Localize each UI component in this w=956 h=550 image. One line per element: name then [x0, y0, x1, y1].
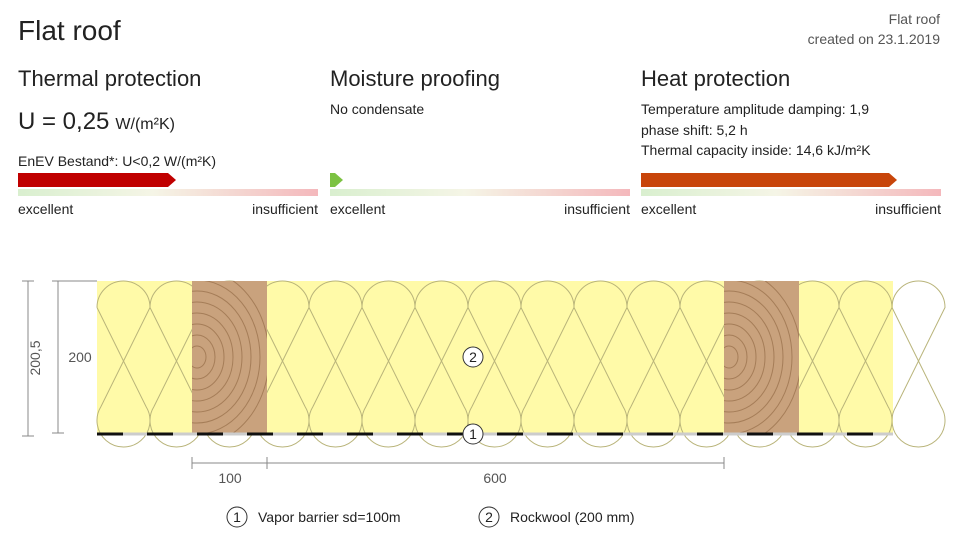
cross-section: [96, 280, 946, 448]
panel-line: Thermal capacity inside: 14,6 kJ/m²K: [641, 142, 871, 158]
dim-beam: 100: [218, 470, 242, 486]
dimension-lines: [22, 280, 725, 469]
panel-line: Temperature amplitude damping: 1,9: [641, 101, 869, 117]
wood-grain: [724, 290, 784, 424]
rating-arrow: [641, 173, 897, 187]
timber-beam: [192, 281, 267, 433]
wood-grain: [192, 301, 243, 413]
wood-grain: [192, 334, 216, 380]
legend-marker: [226, 506, 248, 528]
callout-number: 2: [469, 349, 477, 365]
wood-grain: [192, 345, 207, 369]
scale-high: insufficient: [252, 201, 318, 217]
created: created on 23.1.2019: [808, 31, 941, 47]
meta-title: Flat roof: [889, 11, 940, 27]
callout: [462, 346, 484, 368]
panel-title: Thermal protection: [18, 66, 201, 91]
wood-grain: [724, 301, 775, 413]
rating-arrow: [18, 173, 176, 187]
wood-grain: [724, 312, 766, 402]
dim-insulation: 200: [68, 349, 92, 365]
panel-title: Heat protection: [641, 66, 790, 91]
wood-grain: [724, 323, 757, 391]
wood-grain: [724, 345, 739, 369]
wood-grain: [192, 312, 234, 402]
legend-number: 1: [233, 509, 241, 525]
wood-grain: [736, 281, 793, 433]
scale-low: excellent: [641, 201, 696, 217]
rating-strip: [641, 189, 941, 196]
title: Flat roof: [18, 15, 121, 46]
rating-strip: [330, 189, 630, 196]
dim-spacing: 600: [483, 470, 507, 486]
wood-grain: [724, 334, 748, 380]
scale-high: insufficient: [875, 201, 941, 217]
scale-low: excellent: [18, 201, 73, 217]
dim-total: 200,5: [27, 340, 43, 375]
wood-grain: [192, 323, 225, 391]
u-value: U = 0,25 W/(m²K): [18, 108, 175, 135]
legend-marker: [478, 506, 500, 528]
rating-strip: [18, 189, 318, 196]
rating-arrow: [330, 173, 343, 187]
insulation-loop: [891, 280, 946, 448]
callout-number: 1: [469, 426, 477, 442]
value: U = 0,25: [18, 108, 109, 135]
panel-line: No condensate: [330, 101, 424, 117]
note: EnEV Bestand*: U<0,2 W/(m²K): [18, 153, 216, 169]
wood-grain: [192, 290, 252, 424]
scale-low: excellent: [330, 201, 385, 217]
legend-label: Vapor barrier sd=100m: [258, 509, 401, 525]
legend-number: 2: [485, 509, 493, 525]
unit: W/(m²K): [115, 116, 175, 133]
wood-grain: [204, 281, 261, 433]
scale-high: insufficient: [564, 201, 630, 217]
panel-line: phase shift: 5,2 h: [641, 122, 748, 138]
legend-label: Rockwool (200 mm): [510, 509, 634, 525]
panel-title: Moisture proofing: [330, 66, 500, 91]
callout: [462, 423, 484, 445]
timber-beam: [724, 281, 799, 433]
